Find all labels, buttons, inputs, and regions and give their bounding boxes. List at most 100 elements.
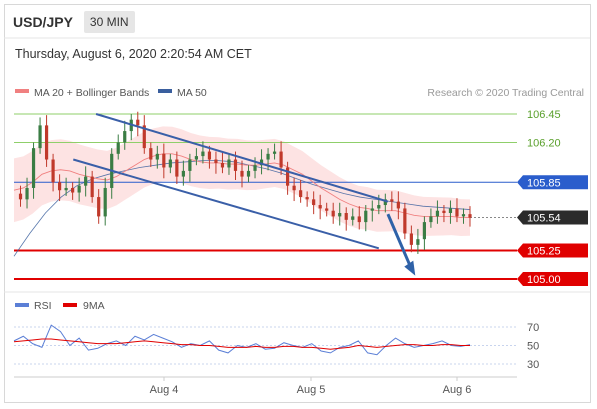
rsi-ma-legend-swatch	[63, 303, 77, 307]
candle-body	[461, 214, 466, 217]
candle-body	[318, 205, 322, 209]
level-label-105.85: 105.85	[527, 177, 561, 189]
candle-body	[370, 208, 374, 211]
level-label-105.00: 105.00	[527, 274, 561, 286]
x-tick-label: Aug 5	[297, 384, 326, 396]
candle-body	[162, 153, 166, 168]
candle-body	[31, 148, 36, 188]
candle-body	[175, 159, 179, 177]
candle-body	[442, 210, 446, 213]
candle-body	[338, 213, 342, 217]
ma50-legend-swatch	[158, 89, 172, 93]
x-tick-label: Aug 6	[443, 384, 472, 396]
candle-body	[390, 199, 394, 202]
level-tag-105.25	[517, 243, 588, 258]
channel-lines	[73, 113, 389, 250]
timeframe-badge[interactable]: 30 MIN	[83, 11, 135, 33]
chart-header: USD/JPY 30 MIN	[4, 5, 135, 39]
candle-body	[194, 156, 198, 160]
candle-body	[416, 239, 420, 245]
candle-body	[136, 119, 140, 126]
candle-body	[155, 153, 159, 160]
rsi-legend-swatch	[15, 303, 29, 307]
candle-body	[97, 197, 101, 217]
candle-body	[383, 199, 387, 206]
x-tick-label: Aug 4	[150, 384, 179, 396]
candle-body	[116, 142, 120, 154]
forecast-arrow-head	[404, 260, 416, 276]
candle-body	[214, 159, 218, 163]
forecast-arrow-shaft	[386, 213, 413, 270]
candle-body	[25, 187, 29, 200]
candle-body	[90, 176, 94, 198]
level-label-105.25: 105.25	[527, 246, 561, 258]
candle-body	[377, 205, 381, 209]
candle-body	[396, 201, 400, 209]
candle-body	[403, 208, 407, 234]
rsi-line	[13, 324, 471, 356]
candle-body	[58, 182, 62, 191]
candle-body	[429, 216, 433, 223]
candle-body	[227, 159, 231, 168]
candle-body	[312, 199, 316, 206]
rsi-ma-legend-label: 9MA	[83, 300, 105, 312]
candle-body	[448, 208, 453, 213]
candle-body	[351, 216, 355, 220]
rsi-tick-50: 50	[527, 341, 539, 353]
candle-body	[233, 159, 238, 171]
level-tags: 106.45 106.20 105.85 105.54 105.25 105.00	[517, 109, 588, 286]
candle-body	[331, 210, 335, 217]
candle-body	[272, 151, 277, 154]
candle-body	[292, 185, 296, 191]
candle-body	[344, 213, 348, 220]
channel-lower-line	[73, 158, 380, 250]
candle-body	[64, 187, 68, 191]
symbol-label: USD/JPY	[13, 14, 73, 30]
candle-body	[51, 159, 55, 183]
candle-body	[364, 210, 368, 223]
rsi-ma-line	[13, 338, 470, 350]
rsi-tick-30: 30	[527, 359, 539, 371]
candle-body	[142, 125, 146, 149]
ma50-legend-label: MA 50	[177, 87, 207, 99]
candle-body	[240, 170, 244, 177]
candle-body	[188, 159, 192, 171]
candle-body	[103, 187, 107, 217]
rsi-polyline	[13, 324, 471, 356]
candle-body	[246, 170, 251, 177]
candle-body	[279, 151, 283, 168]
level-tag-105.85	[517, 175, 588, 190]
candle-body	[181, 170, 185, 177]
candle-body	[422, 222, 426, 240]
candle-body	[201, 151, 205, 157]
candle-body	[253, 165, 257, 171]
x-ticks: Aug 4 Aug 5 Aug 6	[150, 377, 472, 396]
candle-body	[84, 176, 88, 186]
level-label-106.20: 106.20	[527, 137, 561, 149]
candle-body	[18, 193, 23, 200]
candle-body	[409, 233, 413, 245]
candle-body	[325, 208, 329, 211]
candle-body	[435, 210, 440, 217]
credit-label: Research © 2020 Trading Central	[427, 87, 584, 99]
candles-layer	[18, 111, 472, 254]
candle-body	[220, 162, 225, 168]
candle-body	[207, 151, 212, 160]
candle-body	[468, 214, 472, 218]
candle-body	[299, 190, 303, 198]
candle-body	[286, 167, 290, 186]
rsi-grid: 70 50 30	[14, 322, 539, 371]
candle-body	[44, 125, 49, 160]
channel-upper-line	[95, 113, 389, 203]
level-label-105.54: 105.54	[527, 213, 561, 225]
candle-body	[357, 216, 361, 223]
candle-body	[266, 153, 270, 160]
ma20-legend-swatch	[15, 89, 29, 93]
rsi-tick-70: 70	[527, 322, 539, 334]
candle-body	[168, 159, 172, 168]
candle-body	[455, 208, 459, 217]
level-tag-105.54	[517, 210, 588, 225]
rsi-legend-label: RSI	[34, 300, 52, 312]
ma20-legend-label: MA 20 + Bollinger Bands	[34, 87, 149, 99]
